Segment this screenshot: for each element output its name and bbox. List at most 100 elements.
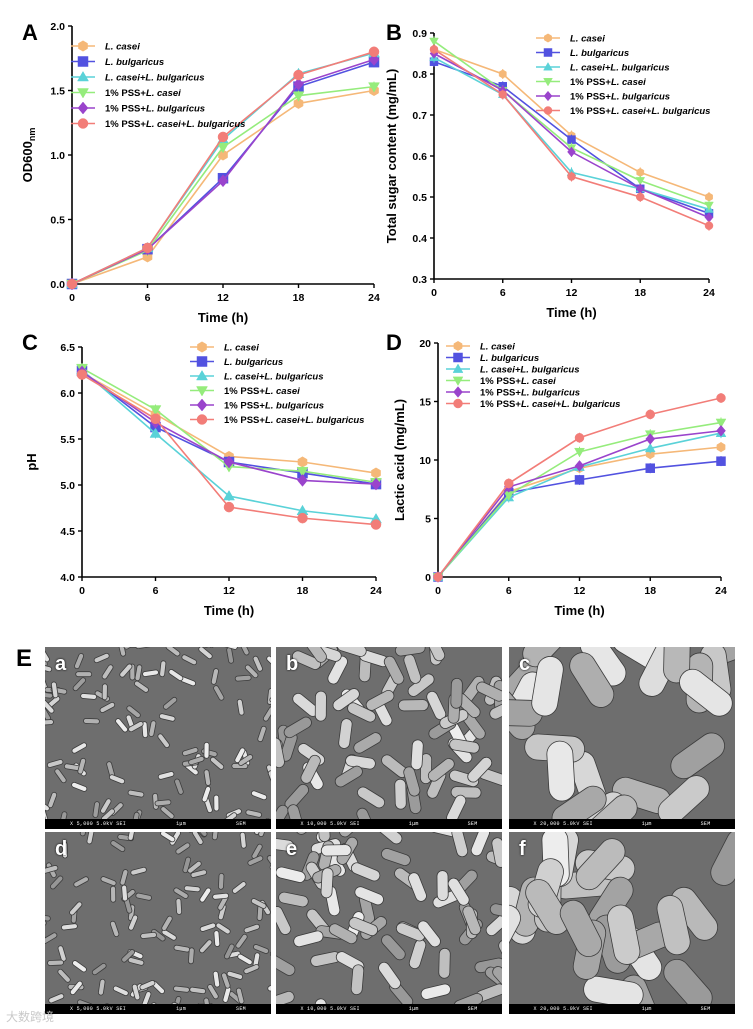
legend-species: L. bulgaricus: [146, 104, 205, 115]
bacterium-rod: [243, 964, 260, 975]
data-point: [293, 97, 304, 109]
bacterium-rod: [449, 769, 480, 788]
sem-scale-label: 1μm: [176, 1006, 187, 1012]
x-tick-label: 6: [500, 287, 506, 299]
data-point: [370, 477, 382, 491]
bacterium-rod: [194, 832, 208, 837]
bacterium-rod: [607, 904, 641, 965]
bacterium-rod: [394, 778, 407, 810]
bacterium-rod: [350, 862, 381, 882]
bacterium-rod: [489, 699, 502, 720]
bacterium-rod: [211, 832, 220, 841]
y-tick-label: 0.8: [412, 69, 427, 81]
bacterium-rod: [383, 655, 405, 685]
axes: 0 6 12 18 24 0 5 10 15 20: [419, 338, 727, 597]
data-point: [293, 77, 304, 91]
data-point: [368, 53, 380, 66]
data-point: [293, 69, 304, 81]
data-point: [297, 512, 308, 524]
series-2: [433, 456, 726, 582]
bacterium-rod: [670, 732, 725, 780]
bacterium-rod: [235, 987, 245, 1005]
sem-info-bar: X 5,000 5.0kV SEI 1μm SEM: [45, 1004, 271, 1014]
bacterium-rod: [491, 837, 502, 868]
bacterium-rod: [262, 706, 271, 722]
bacterium-rod: [243, 923, 260, 934]
bacterium-rod: [72, 677, 87, 692]
bacterium-rod: [226, 970, 244, 980]
data-point: [223, 455, 235, 469]
data-point: [297, 474, 308, 487]
bacterium-rod: [187, 860, 202, 874]
y-tick-label: 0.5: [50, 215, 65, 227]
bacterium-rod: [61, 923, 78, 931]
sem-scale-label: 1μm: [408, 821, 419, 827]
bacterium-rod: [252, 655, 263, 672]
bacterium-rod: [276, 906, 292, 935]
bacterium-rod: [100, 876, 117, 886]
series-line: [437, 397, 722, 578]
bacterium-rod: [354, 886, 384, 906]
bacterium-rod: [213, 685, 225, 701]
data-point: [636, 192, 645, 202]
legend-prefix: 1% PSS+: [224, 386, 265, 397]
bacterium-rod: [320, 867, 334, 899]
series-line: [437, 421, 722, 578]
series-3: [66, 47, 380, 289]
legend-marker: [78, 40, 88, 52]
bacterium-rod: [295, 832, 323, 835]
bacterium-rod: [51, 681, 59, 699]
bacterium-rod: [190, 869, 207, 878]
bacterium-rod: [212, 892, 229, 900]
bacterium-rod: [188, 755, 205, 766]
bacterium-rod: [97, 978, 106, 996]
legend-prefix: 1% PSS+: [480, 388, 521, 399]
bacterium-rod: [69, 980, 83, 996]
legend-marker: [197, 341, 207, 353]
legend-marker: [453, 340, 463, 352]
y-tick-label: 0.9: [412, 28, 427, 40]
sem-letter-c: c: [519, 653, 531, 675]
bacterium-rod: [131, 983, 141, 1001]
legend-species: L. casei+L. bulgaricus: [480, 365, 580, 376]
data-point: [716, 456, 726, 466]
legend-species: L. casei: [480, 342, 515, 353]
panel-letter-A: A: [22, 20, 38, 45]
bacterium-rod: [141, 721, 149, 739]
bacterium-rod: [339, 832, 365, 838]
legend-species: L. casei: [611, 77, 646, 88]
legend-prefix: 1% PSS+: [105, 104, 146, 115]
legend-species: L. casei: [521, 376, 556, 387]
legend-prefix: 1% PSS+: [480, 376, 521, 387]
bacterium-rod: [174, 778, 184, 795]
series-1: [67, 84, 379, 290]
bacterium-rod: [234, 674, 252, 682]
bacterium-rod: [258, 832, 268, 838]
legend-label: 1% PSS+L. casei+L. bulgaricus: [480, 399, 620, 410]
legend-species: L. casei+L. bulgaricus: [224, 372, 324, 383]
data-point: [574, 433, 585, 443]
sem-image-e: e X 10,000 5.0kV SEI 1μm SEM: [276, 832, 502, 1014]
bacterium-rod: [470, 832, 490, 857]
sem-image-c: c X 20,000 5.0kV SEI 1μm SEM: [509, 647, 735, 829]
bacterium-rod: [109, 774, 126, 785]
bacterium-rod: [348, 917, 379, 937]
x-axis-label: Time (h): [204, 603, 254, 618]
bacterium-rod: [110, 840, 126, 852]
bacterium-rod: [71, 742, 87, 754]
legend-marker: [544, 33, 552, 43]
bacterium-rod: [142, 669, 159, 677]
bacterium-rod: [569, 652, 615, 708]
bacterium-rod: [123, 647, 139, 650]
bacterium-rod: [112, 985, 129, 997]
bacterium-rod: [334, 765, 363, 788]
y-tick-label: 0.5: [412, 192, 427, 204]
bacterium-rod: [157, 733, 170, 749]
bacterium-rod: [266, 655, 271, 670]
legend-marker: [543, 62, 553, 71]
sem-scale-label: 1μm: [641, 821, 652, 827]
sem-info-bar: X 5,000 5.0kV SEI 1μm SEM: [45, 819, 271, 829]
x-tick-label: 18: [634, 287, 646, 299]
bacterium-rod: [408, 872, 427, 902]
x-tick-label: 0: [69, 292, 75, 304]
